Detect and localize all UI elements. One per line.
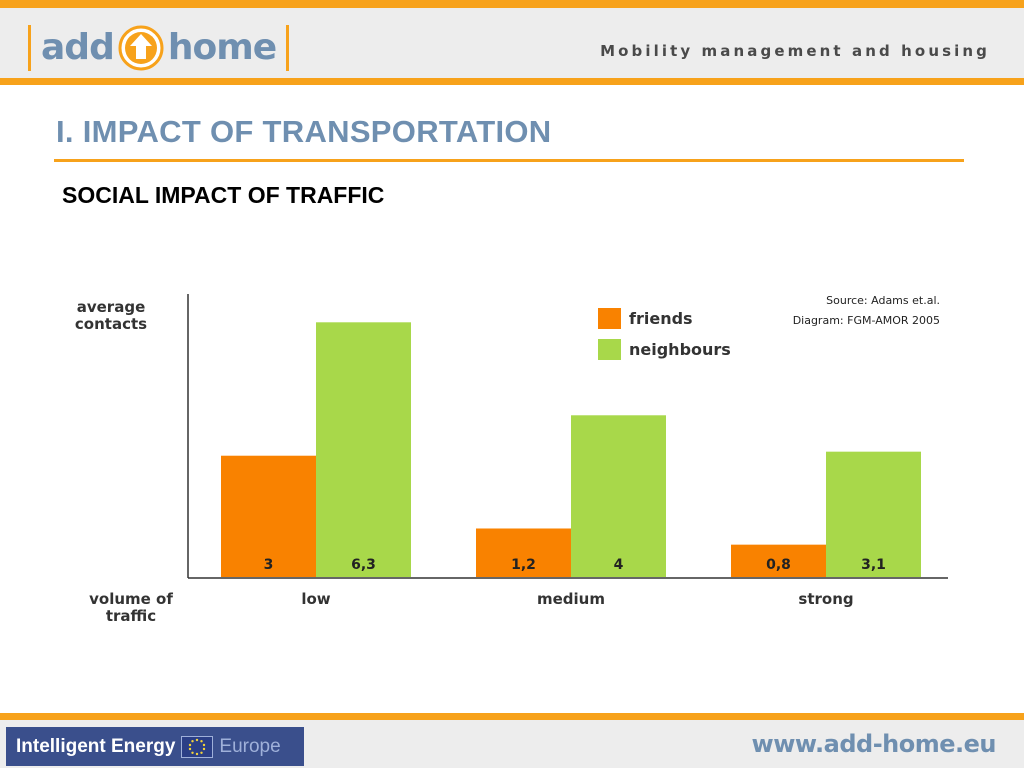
category-label-medium: medium bbox=[537, 590, 605, 608]
program-name: Intelligent Energy bbox=[16, 735, 176, 757]
chart-legend: friends neighbours bbox=[598, 308, 731, 360]
category-label-low: low bbox=[301, 590, 330, 608]
logo-word-home: home bbox=[167, 27, 277, 68]
top-stripe bbox=[0, 0, 1024, 8]
bar-neighbours-medium bbox=[571, 415, 666, 577]
bar-friends-strong bbox=[731, 544, 826, 577]
legend-swatch-friends bbox=[598, 308, 621, 329]
category-labels: low medium strong bbox=[301, 590, 853, 608]
bar-friends-medium bbox=[476, 528, 571, 577]
logo-right-bar bbox=[286, 25, 290, 71]
y-axis-label-line2: contacts bbox=[75, 315, 147, 333]
source-line-1: Source: Adams et.al. bbox=[826, 294, 940, 307]
title-underline bbox=[54, 159, 964, 162]
bar-value-label-neighbours-strong: 3,1 bbox=[861, 557, 886, 573]
bar-value-label-friends-strong: 0,8 bbox=[766, 557, 791, 573]
chart-bar-labels: 3 6,3 1,2 4 0,8 3,1 bbox=[264, 557, 886, 573]
page-subtitle: SOCIAL IMPACT OF TRAFFIC bbox=[62, 182, 385, 208]
add-home-logo[interactable]: add home bbox=[28, 20, 290, 76]
program-region: Europe bbox=[219, 735, 281, 757]
bar-friends-low bbox=[221, 455, 316, 577]
bar-value-label-friends-low: 3 bbox=[264, 557, 274, 573]
legend-label-neighbours: neighbours bbox=[629, 340, 731, 359]
bar-value-label-friends-medium: 1,2 bbox=[511, 557, 536, 573]
intelligent-energy-europe-logo[interactable]: Intelligent Energy Europe bbox=[6, 727, 304, 766]
logo-left-bar bbox=[28, 25, 31, 71]
y-axis-label-line1: average bbox=[77, 298, 146, 316]
bar-value-label-neighbours-low: 6,3 bbox=[351, 557, 376, 573]
page-title: I. IMPACT OF TRANSPORTATION bbox=[56, 114, 552, 149]
bar-value-label-neighbours-medium: 4 bbox=[614, 557, 624, 573]
bar-neighbours-low bbox=[316, 322, 411, 577]
footer-stripe bbox=[0, 713, 1024, 720]
logo-word-add: add bbox=[41, 27, 115, 68]
bar-neighbours-strong bbox=[826, 451, 921, 577]
x-axis-label-line2: traffic bbox=[106, 607, 156, 625]
x-axis-label-line1: volume of bbox=[89, 590, 173, 608]
website-link[interactable]: www.add-home.eu bbox=[751, 730, 997, 758]
eu-flag-icon bbox=[181, 735, 214, 758]
house-arrow-icon bbox=[118, 25, 164, 71]
chart-bars bbox=[221, 322, 921, 577]
category-label-strong: strong bbox=[798, 590, 853, 608]
source-line-2: Diagram: FGM-AMOR 2005 bbox=[793, 314, 940, 327]
legend-swatch-neighbours bbox=[598, 339, 621, 360]
tagline: Mobility management and housing bbox=[600, 42, 990, 60]
header-bar: add home Mobility management and housing bbox=[0, 8, 1024, 78]
legend-label-friends: friends bbox=[629, 309, 693, 328]
header-bottom-stripe bbox=[0, 78, 1024, 85]
